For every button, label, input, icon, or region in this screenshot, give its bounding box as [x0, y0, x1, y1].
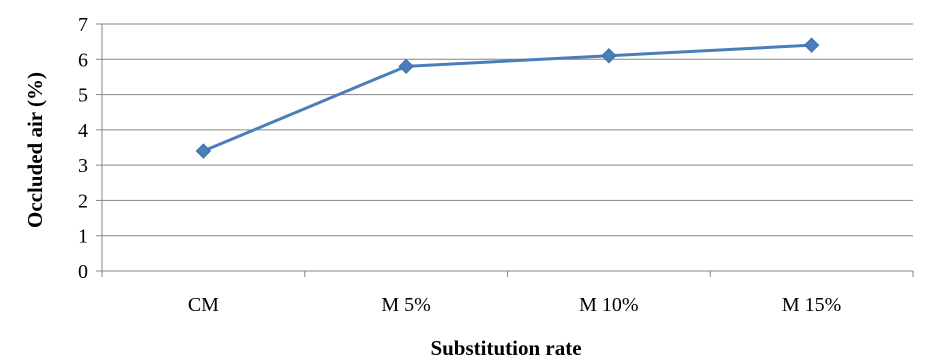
y-tick-label-3: 3 [78, 155, 88, 177]
x-tick-label-3: M 15% [782, 294, 841, 316]
y-tick-label-0: 0 [78, 261, 88, 283]
series-line-0 [202, 43, 812, 153]
x-tick-labels: CM M 5% M 10% M 15% [188, 294, 842, 316]
gridlines [102, 23, 913, 237]
y-tick-label-1: 1 [78, 226, 88, 248]
data-point-1 [398, 58, 414, 75]
y-tick-label-4: 4 [78, 120, 88, 142]
y-tick-label-5: 5 [78, 85, 88, 107]
series [195, 37, 820, 159]
y-tick-label-2: 2 [78, 190, 88, 212]
axes [96, 23, 914, 277]
y-tick-label-7: 7 [78, 14, 88, 36]
data-point-2 [601, 48, 617, 64]
x-axis-title: Substitution rate [430, 336, 581, 360]
y-tick-labels: 0 1 2 3 4 5 6 7 [78, 14, 88, 283]
x-tick-label-2: M 10% [579, 294, 638, 316]
x-tick-label-0: CM [188, 294, 219, 316]
y-tick-label-6: 6 [78, 49, 88, 71]
data-point-0 [195, 143, 212, 159]
x-tick-label-1: M 5% [381, 294, 430, 316]
y-axis-title: Occluded air (%) [23, 72, 47, 228]
data-point-3 [803, 37, 820, 53]
